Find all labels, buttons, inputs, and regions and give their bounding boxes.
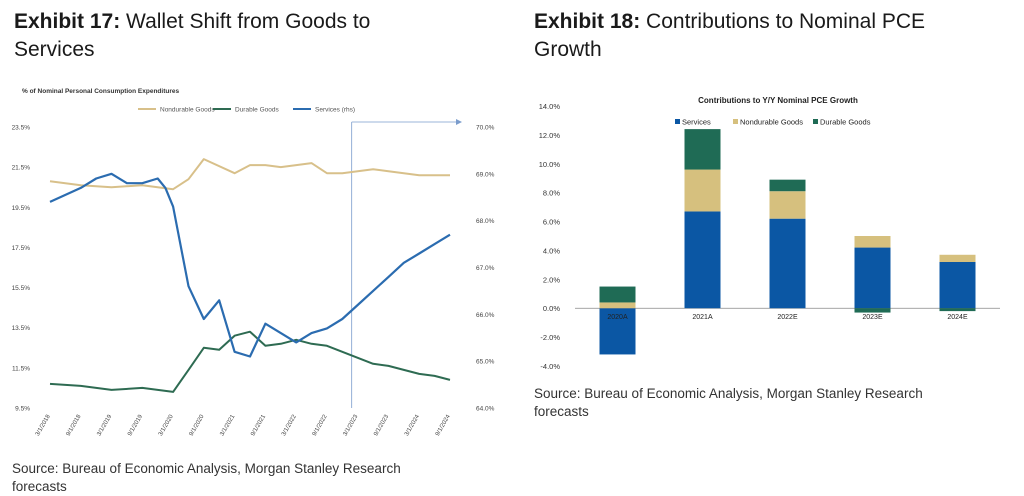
bar-2024E-1 [939,254,976,262]
exhibit17-title-line1: Wallet Shift from Goods to [126,10,371,33]
legend-label-2: Services (rhs) [315,107,355,114]
series-line-2 [49,172,451,358]
exhibit18-title: Exhibit 18: Contributions to Nominal PCE… [534,8,1014,64]
bar-2024E-2 [939,308,976,312]
exhibit17-source-line2: forecasts [12,479,67,494]
bar-2022E-0 [769,218,806,309]
x-tick-label: 9/1/2018 [66,413,83,437]
x-tick-label: 3/1/2022 [281,413,298,437]
chart1-title: % of Nominal Personal Consumption Expend… [22,88,179,95]
x-tick-label: 2020A [607,314,628,321]
series-line-1 [49,330,451,393]
y-right-tick-label: 66.0% [476,312,495,319]
chart2-title: Contributions to Y/Y Nominal PCE Growth [698,96,858,105]
legend-label-1: Nondurable Goods [740,118,803,127]
y-tick-label: 2.0% [543,275,560,284]
forecast-arrow-head [456,119,462,125]
y-tick-label: 8.0% [543,189,560,198]
x-tick-label: 3/1/2019 [96,413,113,437]
exhibit18-source-line2: forecasts [534,404,589,419]
exhibit17-source-line1: Source: Bureau of Economic Analysis, Mor… [12,461,401,476]
y-left-tick-label: 17.5% [12,245,31,252]
x-tick-label: 2023E [862,314,883,321]
x-tick-label: 3/1/2020 [158,413,175,437]
legend-swatch-1 [733,119,738,124]
y-left-tick-label: 15.5% [12,285,31,292]
x-tick-label: 9/1/2019 [127,413,144,437]
legend-label-1: Durable Goods [235,107,279,114]
exhibit18-label: Exhibit 18: [534,10,641,33]
legend-swatch-0 [675,119,680,124]
exhibit17-title-line2: Services [14,38,95,61]
y-left-tick-label: 9.5% [15,406,30,413]
y-left-tick-label: 13.5% [12,325,31,332]
legend-label-0: Services [682,118,711,127]
exhibit18-source-line1: Source: Bureau of Economic Analysis, Mor… [534,386,923,401]
x-tick-label: 3/1/2018 [35,413,52,437]
x-tick-label: 2021A [692,314,713,321]
y-right-tick-label: 65.0% [476,359,495,366]
bar-2020A-1 [599,302,636,309]
x-tick-label: 9/1/2022 [312,413,329,437]
chart-pce-contributions: Contributions to Y/Y Nominal PCE Growth S… [539,96,1000,371]
x-tick-label: 9/1/2020 [189,413,206,437]
x-tick-label: 3/1/2024 [404,413,421,437]
bar-2023E-1 [854,236,891,248]
x-tick-label: 9/1/2021 [250,413,267,437]
exhibit18-source: Source: Bureau of Economic Analysis, Mor… [534,385,1014,421]
bar-2022E-2 [769,179,806,192]
y-tick-label: 4.0% [543,246,560,255]
y-tick-label: -2.0% [540,333,560,342]
y-tick-label: 12.0% [539,131,561,140]
x-tick-label: 9/1/2023 [373,413,390,437]
exhibit17-label: Exhibit 17: [14,10,121,33]
legend-label-2: Durable Goods [820,118,871,127]
y-left-tick-label: 23.5% [12,125,31,132]
x-tick-label: 3/1/2023 [343,413,360,437]
bar-2020A-0 [599,308,636,355]
bar-2023E-2 [854,308,891,313]
x-tick-label: 2024E [947,314,968,321]
bar-2021A-0 [684,211,721,309]
bar-2024E-0 [939,262,976,309]
y-left-tick-label: 11.5% [12,365,30,372]
bar-2021A-1 [684,169,721,212]
exhibit17-title: Exhibit 17: Wallet Shift from Goods to S… [14,8,494,64]
y-left-tick-label: 21.5% [12,165,31,172]
x-tick-label: 9/1/2024 [435,413,452,437]
bar-2021A-2 [684,129,721,170]
y-right-tick-label: 64.0% [476,406,495,413]
y-right-tick-label: 67.0% [476,265,495,272]
bar-2020A-2 [599,286,636,303]
y-tick-label: 6.0% [543,218,560,227]
series-line-0 [49,158,450,191]
y-tick-label: 10.0% [539,160,561,169]
x-tick-label: 2022E [777,314,798,321]
chart-wallet-shift: % of Nominal Personal Consumption Expend… [12,88,495,437]
y-left-tick-label: 19.5% [12,205,31,212]
y-right-tick-label: 69.0% [476,171,495,178]
y-right-tick-label: 68.0% [476,218,495,225]
exhibit18-title-line2: Growth [534,38,602,61]
legend-swatch-2 [813,119,818,124]
y-tick-label: 14.0% [539,102,561,111]
bar-2022E-1 [769,191,806,219]
exhibit17-source: Source: Bureau of Economic Analysis, Mor… [12,460,502,496]
x-tick-label: 3/1/2021 [219,413,236,437]
legend-label-0: Nondurable Goods [160,107,215,114]
bar-2023E-0 [854,247,891,309]
y-tick-label: 0.0% [543,304,560,313]
y-tick-label: -4.0% [540,362,560,371]
y-right-tick-label: 70.0% [476,125,495,132]
exhibit18-title-line1: Contributions to Nominal PCE [646,10,926,33]
